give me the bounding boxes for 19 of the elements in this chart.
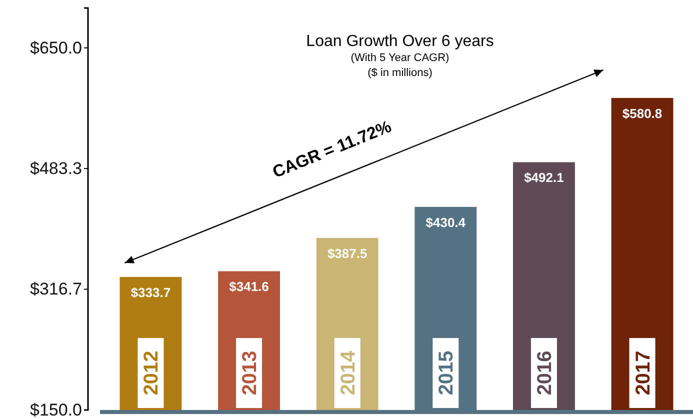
y-tick-label: $483.3 bbox=[30, 159, 82, 178]
text: (With 5 Year CAGR) bbox=[350, 52, 450, 64]
text: Loan Growth Over 6 years bbox=[306, 33, 494, 50]
data-label: $333.7 bbox=[130, 284, 171, 300]
annotation: ($ in millions) bbox=[368, 67, 432, 79]
y-tick-label: $316.7 bbox=[30, 280, 82, 299]
x-tick-label: 2015 bbox=[436, 350, 458, 396]
y-tick-label: $150.0 bbox=[30, 400, 82, 419]
data-label: $387.5 bbox=[327, 246, 368, 261]
x-tick-label: 2016 bbox=[534, 350, 556, 396]
data-label: $341.6 bbox=[229, 279, 269, 294]
x-tick-label: 2012 bbox=[140, 350, 163, 396]
data-label: $580.8 bbox=[622, 106, 662, 121]
x-tick-label: 2013 bbox=[239, 350, 262, 396]
data-label: $492.1 bbox=[524, 170, 564, 186]
y-tick-label: $650.0 bbox=[30, 38, 82, 58]
x-tick-label: 2017 bbox=[632, 350, 654, 396]
data-label: $430.4 bbox=[426, 214, 466, 230]
x-tick-label: 2014 bbox=[337, 350, 360, 396]
